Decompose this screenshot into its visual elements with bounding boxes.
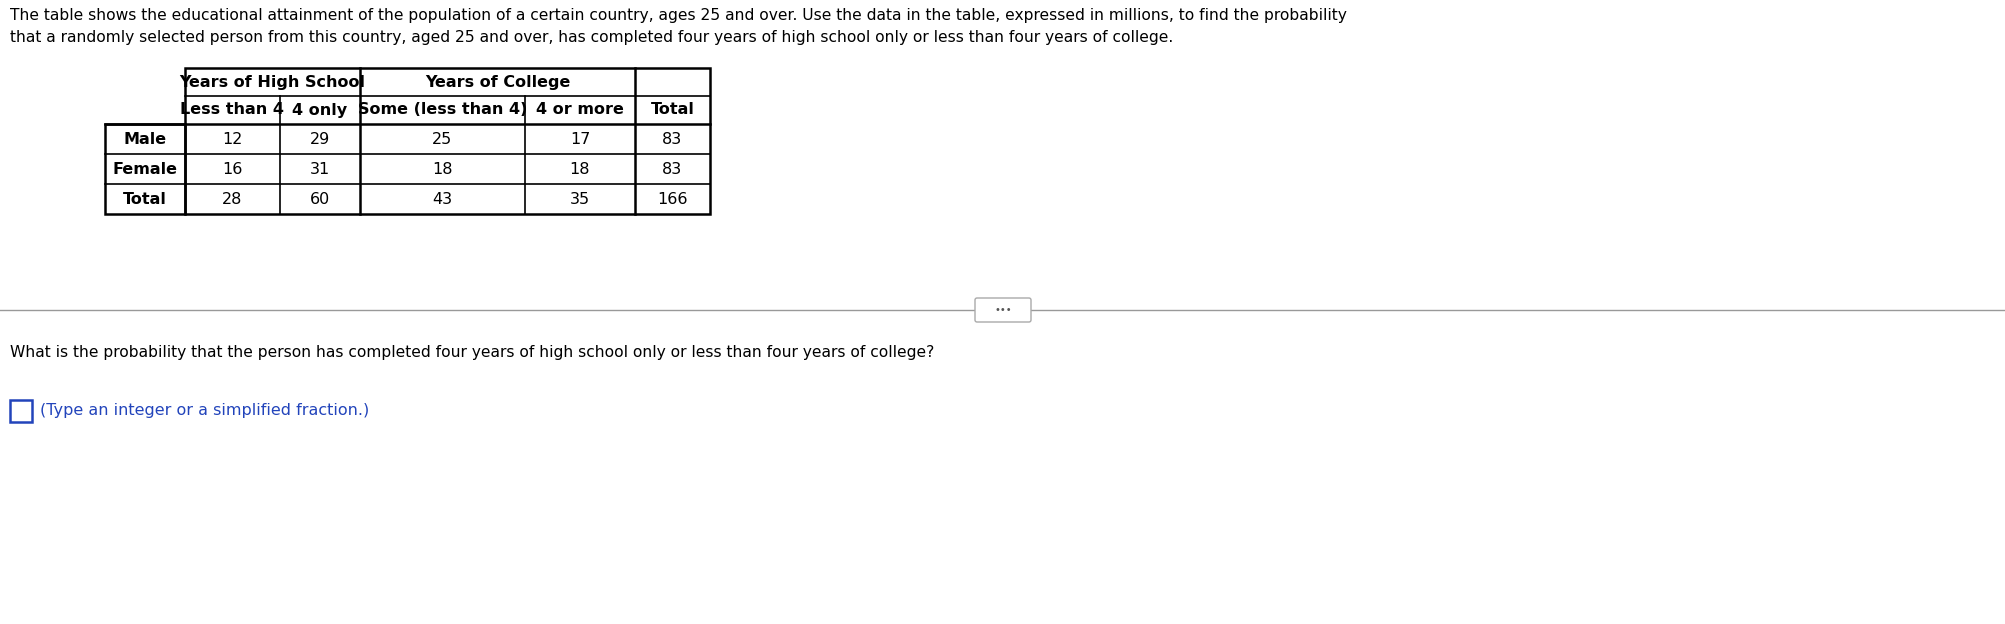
Text: 25: 25 bbox=[433, 132, 453, 147]
Text: 16: 16 bbox=[223, 162, 243, 177]
Text: Total: Total bbox=[650, 102, 694, 117]
Text: 17: 17 bbox=[569, 132, 589, 147]
Text: 4 only: 4 only bbox=[293, 102, 347, 117]
Text: 166: 166 bbox=[658, 192, 688, 207]
Text: 83: 83 bbox=[662, 132, 682, 147]
Text: 18: 18 bbox=[569, 162, 589, 177]
Text: 28: 28 bbox=[223, 192, 243, 207]
Text: The table shows the educational attainment of the population of a certain countr: The table shows the educational attainme… bbox=[10, 8, 1345, 23]
Text: •••: ••• bbox=[994, 305, 1011, 315]
Bar bbox=[184, 68, 710, 214]
Text: Years of High School: Years of High School bbox=[178, 74, 365, 89]
Text: 83: 83 bbox=[662, 162, 682, 177]
Text: Male: Male bbox=[124, 132, 166, 147]
Text: What is the probability that the person has completed four years of high school : What is the probability that the person … bbox=[10, 345, 934, 360]
Text: 31: 31 bbox=[309, 162, 331, 177]
Text: 18: 18 bbox=[431, 162, 453, 177]
Text: that a randomly selected person from this country, aged 25 and over, has complet: that a randomly selected person from thi… bbox=[10, 30, 1173, 45]
Bar bbox=[104, 124, 184, 214]
Text: (Type an integer or a simplified fraction.): (Type an integer or a simplified fractio… bbox=[40, 404, 369, 419]
Text: 60: 60 bbox=[309, 192, 331, 207]
Text: Less than 4: Less than 4 bbox=[180, 102, 285, 117]
Text: 43: 43 bbox=[433, 192, 453, 207]
Text: Total: Total bbox=[122, 192, 166, 207]
Text: 35: 35 bbox=[569, 192, 589, 207]
Text: 4 or more: 4 or more bbox=[535, 102, 624, 117]
Text: Years of College: Years of College bbox=[425, 74, 569, 89]
Text: 29: 29 bbox=[309, 132, 331, 147]
Bar bbox=[10, 400, 32, 422]
Text: Female: Female bbox=[112, 162, 176, 177]
Text: Some (less than 4): Some (less than 4) bbox=[357, 102, 527, 117]
Text: 12: 12 bbox=[223, 132, 243, 147]
FancyBboxPatch shape bbox=[974, 298, 1031, 322]
